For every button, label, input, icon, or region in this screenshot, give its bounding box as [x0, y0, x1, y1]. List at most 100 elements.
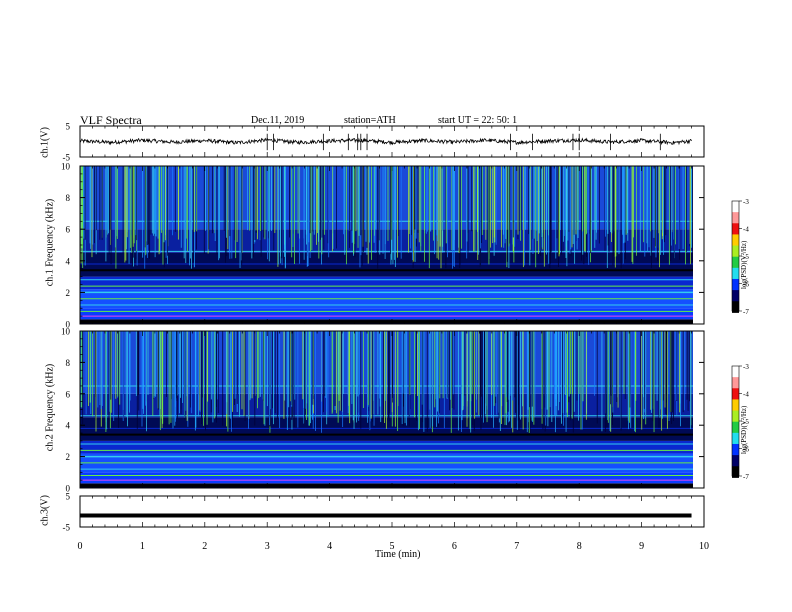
colorbar-cell: [732, 231, 739, 234]
colorbar-cell: [732, 446, 739, 449]
colorbar-cell: [732, 217, 739, 220]
colorbar-cell: [732, 469, 739, 471]
colorbar-cell: [732, 212, 739, 215]
spec2-ytick-label: 4: [66, 421, 71, 431]
colorbar-tick-label: -7: [743, 473, 749, 481]
spec1-ytick-label: 4: [66, 256, 71, 266]
colorbar-cell: [732, 432, 739, 435]
colorbar-cell: [732, 220, 739, 223]
spec2-ylabel: ch.2 Frequency (kHz): [44, 363, 56, 452]
colorbar-cell: [732, 207, 739, 210]
colorbar-cell: [732, 252, 739, 255]
x-tick-label: 1: [140, 541, 145, 552]
colorbar-cell: [732, 384, 739, 386]
colorbar-cell: [732, 260, 739, 263]
colorbar-cell: [732, 206, 739, 209]
colorbar-cell: [732, 210, 739, 213]
colorbar-cell: [732, 381, 739, 384]
colorbar-cell: [732, 251, 739, 254]
colorbar-cell: [732, 438, 739, 441]
colorbar-tick-label: -5: [743, 418, 749, 426]
colorbar-cell: [732, 417, 739, 420]
colorbar-cell: [732, 281, 739, 284]
colorbar-cell: [732, 241, 739, 244]
colorbar-cell: [732, 382, 739, 385]
colorbar-cell: [732, 462, 739, 464]
colorbar-cell: [732, 311, 739, 313]
colorbar-cell: [732, 302, 739, 305]
colorbar-cell: [732, 234, 739, 237]
spec1-ylabel: ch.1 Frequency (kHz): [44, 198, 56, 287]
colorbar-cell: [732, 221, 739, 224]
colorbar-cell: [732, 404, 739, 407]
x-tick-label: 6: [452, 541, 457, 552]
colorbar-cell: [732, 273, 739, 276]
colorbar-cell: [732, 448, 739, 451]
colorbar-cell: [732, 256, 739, 259]
ch3-voltage-panel: 5 -5: [63, 492, 705, 533]
colorbar-cell: [732, 246, 739, 249]
colorbar-cell: [732, 213, 739, 216]
colorbar-cell: [732, 290, 739, 292]
spec2-ytick-label: 6: [66, 389, 71, 399]
colorbar-cell: [732, 385, 739, 388]
colorbar-cell: [732, 301, 739, 304]
x-tick-label: 3: [265, 541, 270, 552]
colorbar-cell: [732, 283, 739, 286]
colorbar-cell: [732, 367, 739, 370]
colorbar-cell: [732, 406, 739, 409]
colorbar-cell: [732, 297, 739, 299]
volt0-ytick-label: -5: [63, 153, 71, 163]
colorbar-cell: [732, 287, 739, 290]
colorbar-cell: [732, 407, 739, 410]
x-tick-label: 10: [699, 541, 709, 552]
colorbar-cell: [732, 427, 739, 430]
colorbar-cell: [732, 253, 739, 256]
colorbar-cell: [732, 403, 739, 406]
colorbar-cell: [732, 434, 739, 437]
x-tick-label: 7: [514, 541, 519, 552]
colorbar-cell: [732, 424, 739, 427]
colorbar-cell: [732, 402, 739, 405]
colorbar-cell: [732, 441, 739, 444]
colorbar-cell: [732, 377, 739, 380]
colorbar-cell: [732, 304, 739, 306]
colorbar-cell: [732, 399, 739, 402]
no-data-region: [693, 166, 704, 324]
colorbar-cell: [732, 238, 739, 241]
colorbar-cell: [732, 259, 739, 262]
colorbar-cell: [732, 227, 739, 230]
colorbar-cell: [732, 274, 739, 277]
colorbar-cell: [732, 276, 739, 279]
colorbar-cell: [732, 421, 739, 424]
colorbar-cell: [732, 463, 739, 466]
colorbar-cell: [732, 473, 739, 476]
station-label: station=ATH: [344, 115, 396, 126]
colorbar-cell: [732, 269, 739, 272]
colorbar-cell: [732, 442, 739, 445]
ch3-ylabel: ch.3(V): [39, 495, 51, 526]
volt0-ytick-label: 5: [66, 122, 71, 132]
colorbar-cell: [732, 471, 739, 474]
colorbar-2-label: log(PSD)(V²/Hz): [740, 405, 748, 454]
date-label: Dec.11, 2019: [251, 115, 305, 126]
x-tick-label: 0: [78, 541, 83, 552]
colorbar-cell: [732, 386, 739, 389]
colorbar-cell: [732, 209, 739, 212]
colorbar-tick-label: -3: [743, 363, 749, 371]
colorbar-cell: [732, 456, 739, 459]
colorbar-cell: [732, 298, 739, 301]
colorbar-1-label: log(PSD)(V²/Hz): [740, 240, 748, 289]
colorbar-cell: [732, 245, 739, 248]
colorbar-cell: [732, 378, 739, 381]
colorbar-cell: [732, 423, 739, 425]
x-tick-label: 5: [390, 541, 395, 552]
volt3-ytick-label: -5: [63, 523, 71, 533]
colorbar-cell: [732, 284, 739, 287]
start-time-label: start UT = 22: 50: 1: [438, 115, 518, 126]
spectrogram-band: [80, 252, 693, 277]
colorbar-cell: [732, 277, 739, 280]
colorbar-cell: [732, 270, 739, 273]
colorbar-cell: [732, 439, 739, 442]
